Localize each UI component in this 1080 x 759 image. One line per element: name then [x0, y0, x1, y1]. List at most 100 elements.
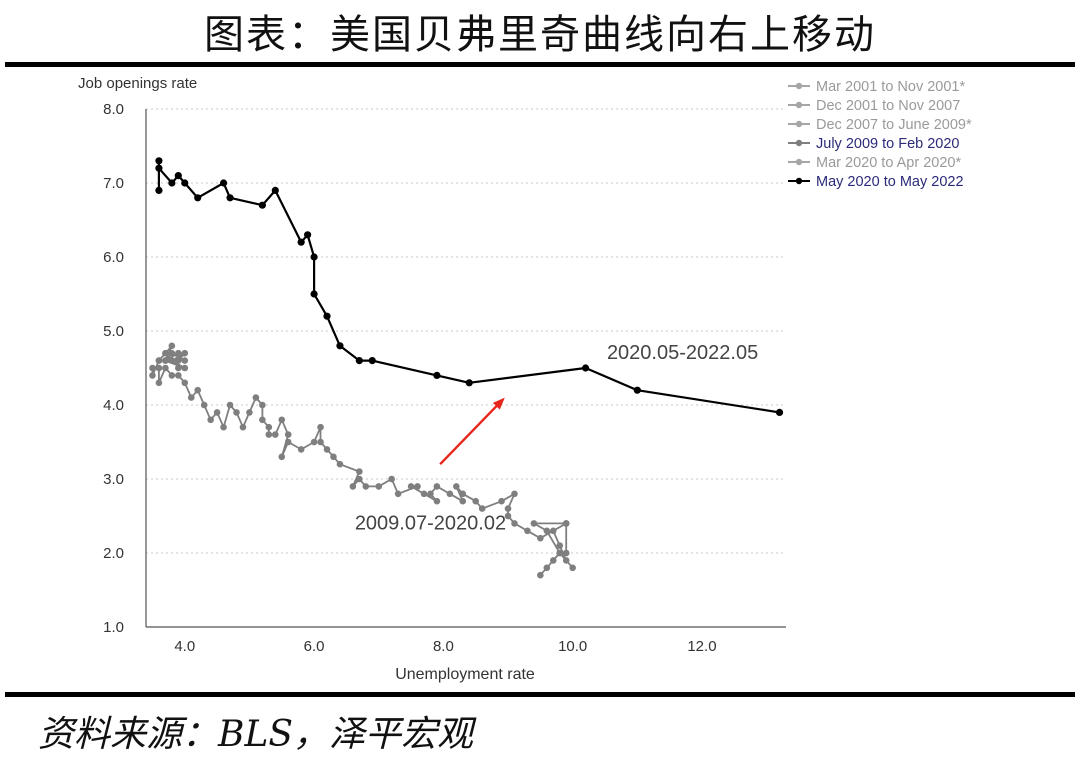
data-point: [362, 483, 370, 490]
y-tick-label: 4.0: [103, 397, 124, 414]
legend-item: Dec 2001 to Nov 2007: [788, 98, 960, 114]
data-point: [453, 483, 460, 490]
data-point: [330, 453, 337, 461]
data-point: [537, 534, 544, 542]
data-point: [226, 194, 234, 202]
data-point: [310, 253, 318, 261]
data-point: [323, 312, 331, 320]
legend-label: Mar 2001 to Nov 2001*: [816, 79, 965, 95]
data-point: [155, 186, 163, 194]
data-point: [297, 238, 305, 246]
data-point: [168, 342, 176, 350]
annotation-label: 2009.07-2020.02: [355, 512, 506, 534]
x-tick-labels: 4.0 6.0 8.0 10.0 12.0: [174, 638, 716, 655]
legend-label: May 2020 to May 2022: [816, 174, 964, 190]
legend-label: Mar 2020 to Apr 2020*: [816, 155, 961, 171]
data-point: [155, 157, 163, 165]
x-tick-label: 6.0: [304, 638, 325, 655]
data-point: [465, 379, 473, 387]
data-point: [427, 490, 434, 498]
data-point: [162, 349, 169, 357]
data-point: [162, 357, 169, 364]
data-point: [556, 542, 564, 549]
data-point: [775, 408, 784, 416]
data-point: [271, 186, 279, 194]
data-point: [498, 497, 505, 505]
data-point: [388, 475, 395, 483]
trend-arrow-shaft: [439, 403, 499, 466]
data-point: [207, 416, 214, 424]
legend-item: Dec 2007 to June 2009*: [788, 117, 972, 133]
data-point: [175, 349, 182, 357]
data-point: [504, 505, 512, 512]
data-point: [271, 431, 279, 438]
top-rule: [5, 62, 1075, 67]
y-tick-label: 1.0: [103, 619, 124, 636]
gridlines: [146, 108, 786, 554]
data-point: [149, 372, 156, 379]
legend-label: Dec 2007 to June 2009*: [816, 117, 972, 133]
annotation-label: 2020.05-2022.05: [607, 342, 758, 364]
x-tick-label: 8.0: [433, 638, 454, 655]
data-point: [278, 416, 286, 424]
data-point: [233, 409, 240, 416]
data-point: [284, 431, 292, 438]
data-point: [504, 512, 512, 520]
data-point: [478, 505, 486, 512]
data-point: [175, 372, 182, 379]
data-point: [181, 379, 189, 387]
data-point: [168, 179, 176, 187]
data-point: [304, 231, 312, 239]
data-series: [149, 157, 784, 579]
data-point: [349, 483, 357, 490]
data-point: [200, 401, 208, 409]
data-point: [317, 423, 324, 431]
data-point: [356, 475, 363, 483]
data-point: [530, 520, 538, 527]
data-point: [459, 490, 467, 498]
data-point: [259, 401, 266, 409]
data-point: [633, 386, 641, 394]
data-point: [278, 453, 286, 461]
data-point: [433, 371, 441, 379]
data-point: [420, 490, 428, 498]
data-point: [355, 357, 363, 365]
data-point: [537, 571, 544, 579]
data-point: [181, 179, 189, 187]
series-july-2009-to-feb-2020: [149, 342, 576, 579]
bottom-rule: [5, 692, 1075, 697]
data-point: [168, 349, 176, 357]
figure-title: 图表：美国贝弗里奇曲线向右上移动: [204, 12, 876, 58]
data-point: [284, 438, 292, 446]
data-point: [258, 201, 266, 209]
data-point: [175, 357, 182, 364]
y-tick-label: 5.0: [103, 323, 124, 340]
data-point: [581, 364, 590, 372]
data-point: [181, 364, 189, 372]
legend-item: July 2009 to Feb 2020: [788, 136, 960, 152]
data-point: [511, 490, 518, 498]
y-tick-label: 6.0: [103, 249, 124, 266]
trend-arrow-head: [492, 397, 505, 410]
data-point: [543, 564, 551, 572]
data-point: [543, 527, 551, 535]
source-note: 资料来源：BLS，泽平宏观: [38, 714, 474, 755]
data-point: [323, 446, 331, 453]
data-point: [394, 490, 402, 498]
x-axis-label: Unemployment rate: [395, 666, 535, 683]
data-point: [252, 394, 260, 401]
data-point: [181, 357, 189, 364]
y-tick-label: 2.0: [103, 545, 124, 562]
data-point: [297, 446, 305, 453]
legend-marker: [795, 139, 803, 147]
data-point: [187, 394, 195, 401]
data-point: [265, 423, 273, 431]
data-point: [168, 372, 176, 379]
legend-item: May 2020 to May 2022: [788, 174, 964, 190]
data-point: [446, 490, 454, 498]
data-point: [149, 364, 156, 372]
series-line: [157, 159, 780, 414]
data-point: [219, 179, 228, 187]
data-point: [407, 483, 415, 490]
